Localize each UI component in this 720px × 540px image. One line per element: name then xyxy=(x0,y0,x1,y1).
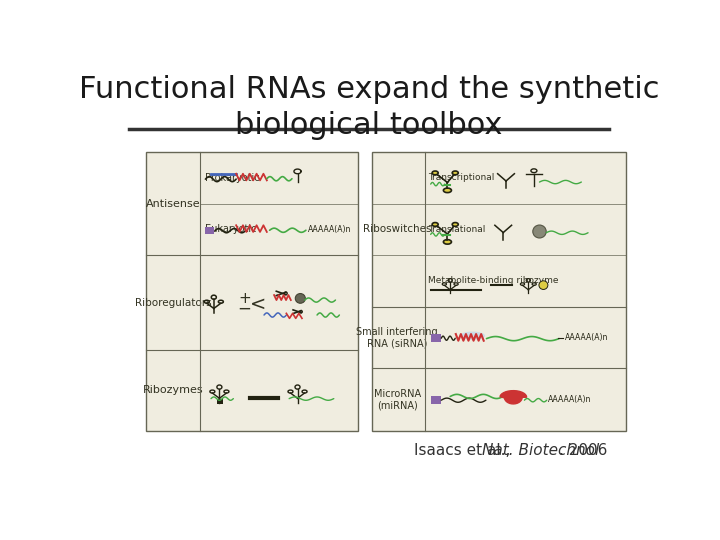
Text: +: + xyxy=(238,291,251,306)
Text: AAAAA(A)n: AAAAA(A)n xyxy=(548,395,591,404)
Ellipse shape xyxy=(539,281,548,289)
Text: Eukaryotic: Eukaryotic xyxy=(205,225,257,234)
Text: Nat. Biotechnol: Nat. Biotechnol xyxy=(482,443,600,458)
Text: Translational: Translational xyxy=(428,225,485,234)
Ellipse shape xyxy=(452,171,458,175)
FancyBboxPatch shape xyxy=(431,334,441,342)
Ellipse shape xyxy=(533,225,546,238)
Text: Antisense: Antisense xyxy=(146,199,201,208)
Text: Metabolite-binding ribozyme: Metabolite-binding ribozyme xyxy=(428,276,559,286)
Text: Prokaryotic: Prokaryotic xyxy=(205,173,260,183)
Text: AAAAA(A)n: AAAAA(A)n xyxy=(564,333,608,342)
Ellipse shape xyxy=(444,188,451,193)
Text: Isaacs et al.,: Isaacs et al., xyxy=(413,443,515,458)
Polygon shape xyxy=(500,390,526,404)
Text: Functional RNAs expand the synthetic
biological toolbox: Functional RNAs expand the synthetic bio… xyxy=(78,75,660,140)
Ellipse shape xyxy=(432,222,438,226)
Text: Riboregulators: Riboregulators xyxy=(135,298,212,308)
Text: Ribozymes: Ribozymes xyxy=(143,386,204,395)
Text: <: < xyxy=(251,295,266,314)
Ellipse shape xyxy=(460,332,485,340)
Ellipse shape xyxy=(295,294,305,303)
Ellipse shape xyxy=(452,222,458,226)
FancyBboxPatch shape xyxy=(431,396,441,404)
FancyBboxPatch shape xyxy=(372,152,626,431)
FancyBboxPatch shape xyxy=(217,399,223,404)
FancyBboxPatch shape xyxy=(145,152,358,431)
Text: Small interfering
RNA (siRNA): Small interfering RNA (siRNA) xyxy=(356,327,438,348)
FancyBboxPatch shape xyxy=(205,227,215,234)
Ellipse shape xyxy=(432,171,438,175)
Text: AAAAA(A)n: AAAAA(A)n xyxy=(307,225,351,234)
Ellipse shape xyxy=(444,240,451,244)
Text: . 2006: . 2006 xyxy=(559,443,608,458)
Text: MicroRNA
(miRNA): MicroRNA (miRNA) xyxy=(374,389,420,410)
Text: −: − xyxy=(238,300,251,318)
Text: Riboswitches: Riboswitches xyxy=(363,225,431,234)
Text: Transcriptional: Transcriptional xyxy=(428,173,494,183)
